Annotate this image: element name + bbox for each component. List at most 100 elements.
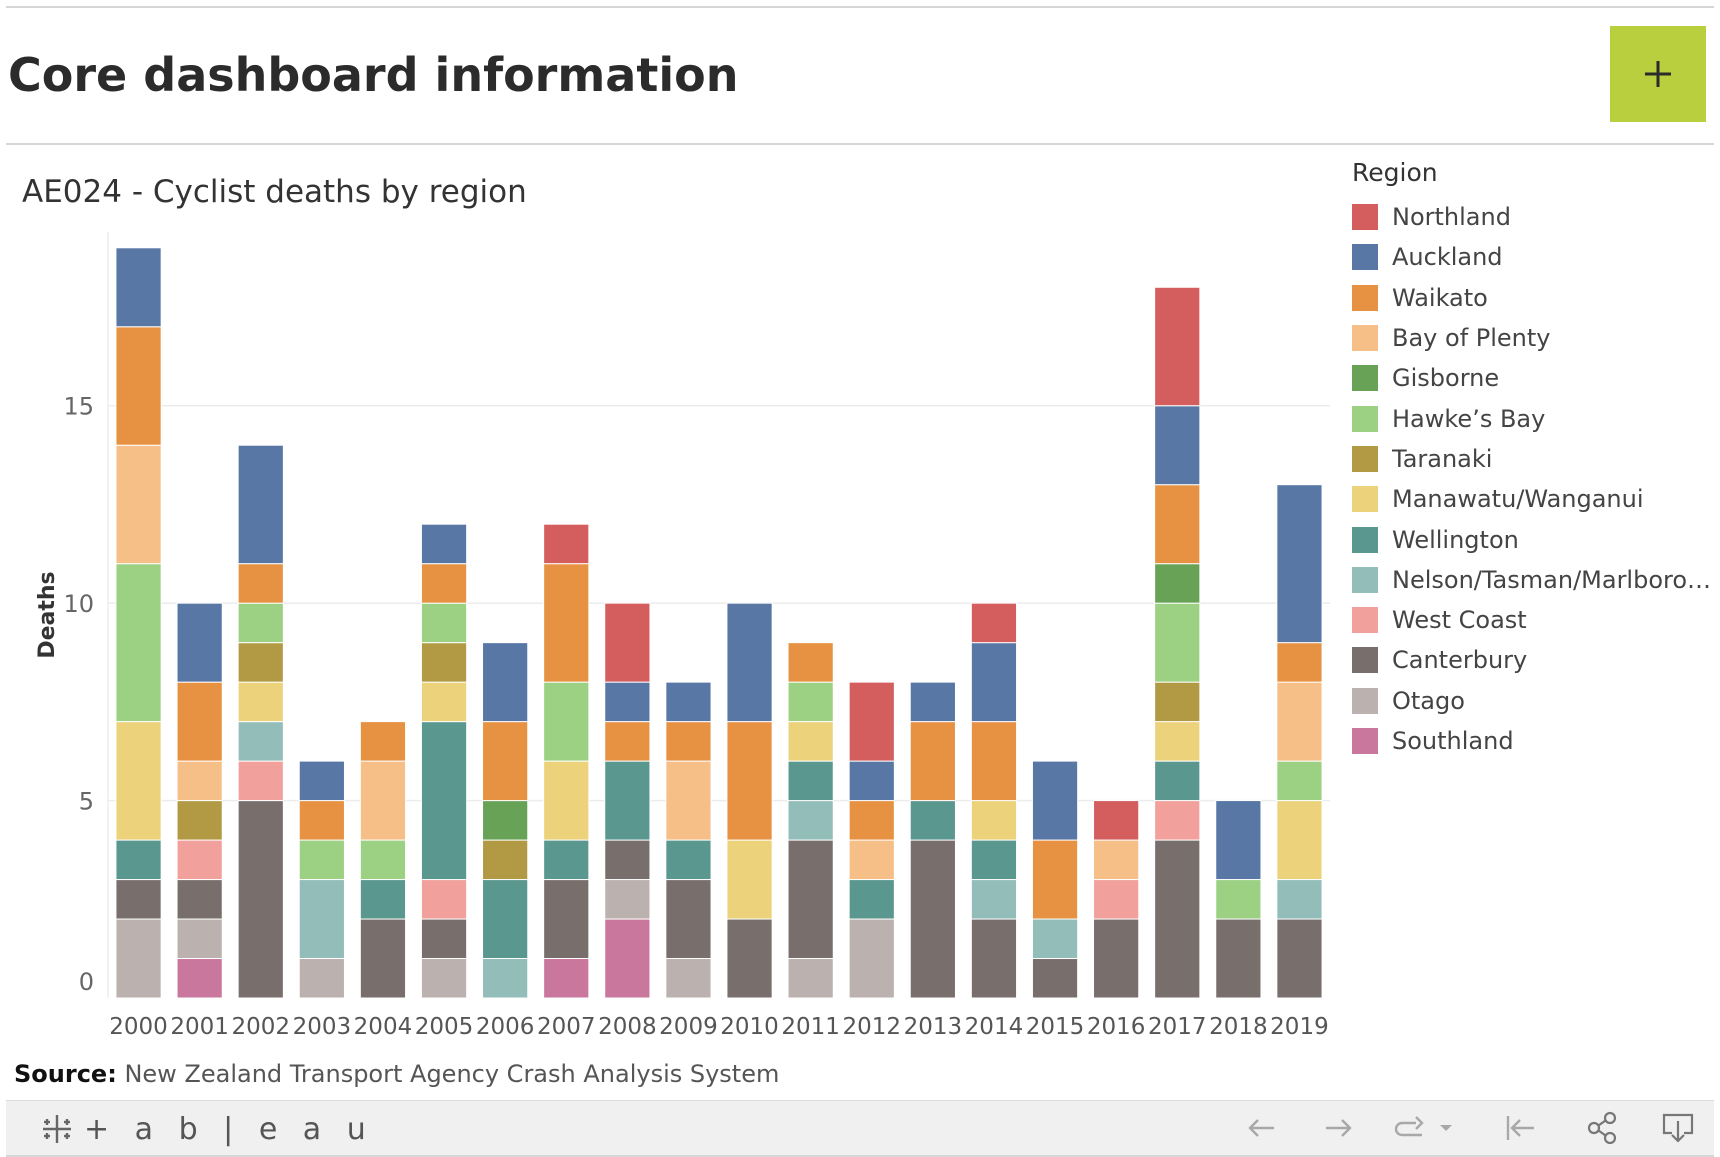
revert-button[interactable] xyxy=(1392,1111,1458,1145)
legend-swatch xyxy=(1352,405,1378,432)
bar-segment xyxy=(787,760,834,802)
legend-swatch xyxy=(1352,566,1378,593)
legend-label: Northland xyxy=(1392,203,1511,232)
legend-item[interactable]: Taranaki xyxy=(1352,439,1714,479)
bar-segment xyxy=(909,681,956,723)
bar-segment xyxy=(604,602,651,683)
dashboard-header: Core dashboard information xyxy=(6,8,1714,144)
bar-segment xyxy=(543,760,590,841)
bar-segment xyxy=(176,800,223,841)
bar-segment xyxy=(970,800,1018,841)
bar-segment xyxy=(665,839,712,881)
legend-item[interactable]: Auckland xyxy=(1352,237,1714,277)
bar-segment xyxy=(420,918,468,960)
legend-item[interactable]: Wellington xyxy=(1352,519,1714,559)
x-tick-label: 2006 xyxy=(476,1014,535,1040)
legend-item[interactable]: Southland xyxy=(1352,721,1714,761)
x-tick-label: 2014 xyxy=(965,1014,1024,1040)
source-text: New Zealand Transport Agency Crash Analy… xyxy=(124,1060,780,1088)
bar-segment xyxy=(237,602,284,644)
legend-items: Northland Auckland Waikato Bay of Plenty Gis… xyxy=(1352,197,1714,761)
bar-segment xyxy=(1215,879,1262,920)
bar-segment xyxy=(359,839,407,881)
legend-item[interactable]: Manawatu/Wanganui xyxy=(1352,479,1714,519)
bar-segment xyxy=(848,918,895,999)
bar-segment xyxy=(176,839,223,881)
legend-item[interactable]: Nelson/Tasman/Marlboro… xyxy=(1352,560,1714,600)
bar-segment xyxy=(604,918,651,999)
bar-segment xyxy=(726,918,773,999)
bar-segment xyxy=(543,563,590,683)
bar-segment xyxy=(237,444,284,565)
bar-segment xyxy=(787,839,834,960)
legend-swatch xyxy=(1352,204,1378,231)
legend-item[interactable]: Otago xyxy=(1352,681,1714,721)
bar-segment xyxy=(909,839,956,999)
bar-segment xyxy=(543,839,590,881)
x-tick-label: 2012 xyxy=(842,1014,901,1040)
tableau-logo[interactable]: + a b | e a u xyxy=(40,1111,374,1147)
download-button[interactable] xyxy=(1660,1111,1696,1145)
bar-segment xyxy=(1276,642,1323,683)
x-tick-label: 2008 xyxy=(598,1014,657,1040)
add-button[interactable] xyxy=(1610,26,1706,122)
legend-item[interactable]: Hawke’s Bay xyxy=(1352,398,1714,438)
bar-segment xyxy=(420,879,468,920)
bar-segment xyxy=(420,681,468,723)
bar-segment xyxy=(1276,760,1323,802)
share-icon xyxy=(1587,1111,1617,1145)
legend-label: Southland xyxy=(1392,727,1514,755)
bar-segment xyxy=(1154,839,1201,999)
legend-item[interactable]: Waikato xyxy=(1352,278,1714,318)
bar-segment xyxy=(787,800,834,841)
bar-segment xyxy=(420,721,468,881)
bar-segment xyxy=(1154,760,1201,802)
legend-label: Hawke’s Bay xyxy=(1392,404,1546,433)
legend-label: Waikato xyxy=(1392,283,1488,312)
legend-item[interactable]: West Coast xyxy=(1352,600,1714,640)
bar-segment xyxy=(1276,484,1323,644)
legend-item[interactable]: Bay of Plenty xyxy=(1352,318,1714,358)
bar-segment xyxy=(1215,918,1262,999)
x-tick-label: 2013 xyxy=(904,1014,963,1040)
bar-segment xyxy=(1154,484,1201,565)
reset-button[interactable] xyxy=(1502,1111,1538,1145)
legend-item[interactable]: Gisborne xyxy=(1352,358,1714,398)
bar-segment xyxy=(1215,800,1262,881)
tableau-logo-text: + a b | e a u xyxy=(84,1111,374,1147)
redo-button[interactable] xyxy=(1320,1111,1356,1145)
bar-segment xyxy=(359,760,407,841)
bar-segment xyxy=(1031,958,1079,999)
bar-segment xyxy=(237,800,284,999)
bar-segment xyxy=(482,800,529,841)
share-button[interactable] xyxy=(1584,1111,1620,1145)
legend-swatch xyxy=(1352,365,1378,392)
bar-segment xyxy=(604,839,651,881)
legend-item[interactable]: Northland xyxy=(1352,197,1714,237)
bar-segment xyxy=(1093,800,1140,841)
arrow-left-icon xyxy=(1248,1119,1274,1137)
bar-segment xyxy=(848,879,895,920)
bar-segment xyxy=(1154,286,1201,407)
y-axis-label: Deaths xyxy=(35,571,60,658)
x-tick-label: 2003 xyxy=(293,1014,352,1040)
bar-segment xyxy=(604,721,651,762)
bar-segment xyxy=(237,563,284,604)
download-icon xyxy=(1662,1113,1694,1143)
bar-segment xyxy=(1031,760,1079,841)
bar-segment xyxy=(1154,563,1201,604)
chart-title: AE024 - Cyclist deaths by region xyxy=(22,174,527,210)
bar-segment xyxy=(543,523,590,565)
bar-segment xyxy=(237,642,284,683)
x-tick-label: 2007 xyxy=(537,1014,596,1040)
tableau-logo-icon xyxy=(43,1115,71,1143)
legend-label: Otago xyxy=(1392,686,1465,715)
legend-item[interactable]: Canterbury xyxy=(1352,640,1714,680)
bar-segment xyxy=(970,642,1018,723)
bar-segment xyxy=(176,681,223,762)
undo-button[interactable] xyxy=(1244,1111,1280,1145)
bar-segment xyxy=(176,602,223,683)
bar-segment xyxy=(726,721,773,841)
x-tick-label: 2001 xyxy=(170,1014,229,1040)
bar-segment xyxy=(298,879,345,960)
